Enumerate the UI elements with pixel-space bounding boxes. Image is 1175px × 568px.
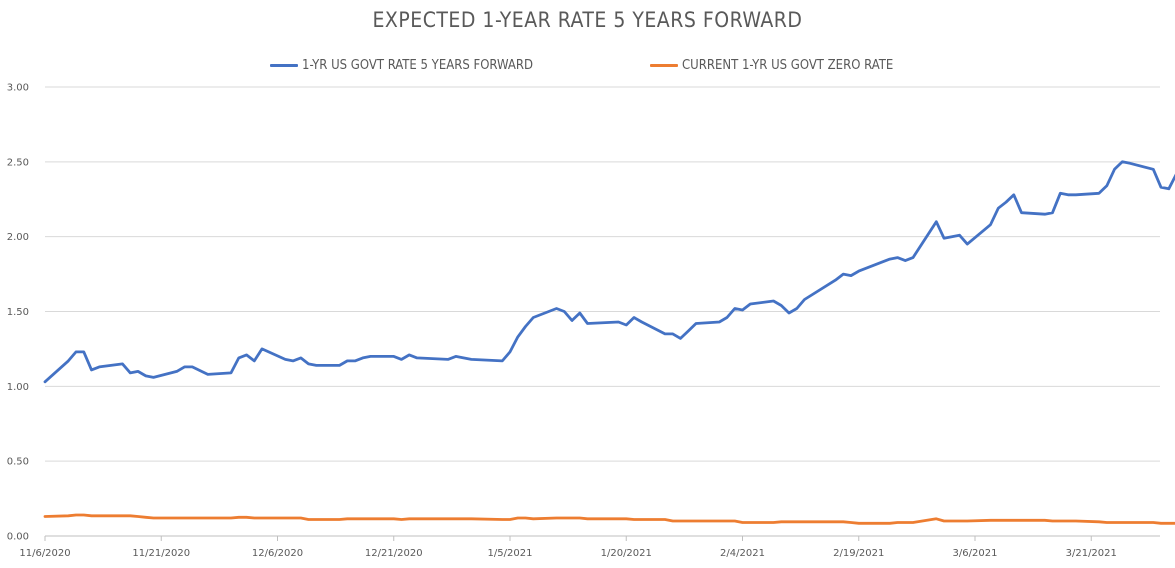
y-tick-label: 3.00 (7, 83, 29, 94)
x-tick-label: 11/21/2020 (132, 548, 190, 559)
y-tick-label: 2.00 (7, 232, 29, 243)
legend: 1-YR US GOVT RATE 5 YEARS FORWARD CURREN… (0, 58, 1175, 78)
x-tick-label: 1/20/2021 (601, 548, 652, 559)
legend-label-forward-rate: 1-YR US GOVT RATE 5 YEARS FORWARD (302, 58, 533, 73)
chart-title: EXPECTED 1-YEAR RATE 5 YEARS FORWARD (372, 8, 803, 32)
x-tick-label: 1/5/2021 (488, 548, 533, 559)
legend-label-zero-rate: CURRENT 1-YR US GOVT ZERO RATE (682, 58, 894, 73)
x-tick-label: 12/6/2020 (252, 548, 303, 559)
legend-swatch-zero-rate (650, 64, 678, 67)
legend-item-forward-rate: 1-YR US GOVT RATE 5 YEARS FORWARD (270, 58, 533, 73)
legend-swatch-forward-rate (270, 64, 298, 67)
x-tick-label: 2/4/2021 (720, 548, 765, 559)
series-line-0 (43, 160, 1175, 384)
x-tick-label: 11/6/2020 (19, 548, 70, 559)
y-tick-label: 0.50 (7, 457, 29, 468)
x-tick-label: 2/19/2021 (833, 548, 884, 559)
legend-item-zero-rate: CURRENT 1-YR US GOVT ZERO RATE (650, 58, 893, 73)
y-tick-label: 1.00 (7, 382, 29, 393)
x-tick-label: 3/21/2021 (1066, 548, 1117, 559)
y-tick-label: 2.50 (7, 157, 29, 168)
x-tick-label: 3/6/2021 (953, 548, 998, 559)
x-tick-label: 12/21/2020 (365, 548, 423, 559)
y-tick-label: 0.00 (7, 532, 29, 543)
series-line-1 (43, 513, 1175, 525)
y-tick-label: 1.50 (7, 307, 29, 318)
